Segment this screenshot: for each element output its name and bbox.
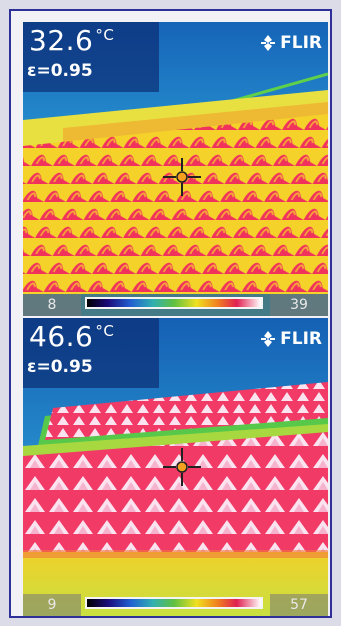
color-scale-bar xyxy=(85,297,263,309)
temperature-value: 32.6 xyxy=(29,24,94,57)
thermal-image-1: 32.6 °C ε=0.95 FLIR 8 39 xyxy=(23,22,328,316)
scale-min: 9 xyxy=(23,594,81,616)
crosshair-icon xyxy=(163,448,201,486)
color-scale-bar xyxy=(85,597,263,609)
temperature-unit: °C xyxy=(95,322,115,340)
flir-logo-icon xyxy=(261,331,276,347)
scale-min: 8 xyxy=(23,294,81,316)
flir-logo-icon xyxy=(261,35,276,51)
brand-name: FLIR xyxy=(280,33,322,53)
spot-temperature: 46.6 °C xyxy=(29,320,114,354)
crosshair-icon xyxy=(163,158,201,196)
measurement-overlay xyxy=(23,318,159,388)
thermal-image-2: 46.6 °C ε=0.95 FLIR 9 57 xyxy=(23,318,328,616)
brand-name: FLIR xyxy=(280,329,322,349)
scale-max: 57 xyxy=(270,594,328,616)
emissivity-label: ε=0.95 xyxy=(27,357,93,377)
temperature-scale: 8 39 xyxy=(23,294,328,316)
scale-max: 39 xyxy=(270,294,328,316)
temperature-value: 46.6 xyxy=(29,320,94,353)
temperature-unit: °C xyxy=(95,26,115,44)
measurement-overlay xyxy=(23,22,159,92)
emissivity-label: ε=0.95 xyxy=(27,61,93,81)
temperature-scale: 9 57 xyxy=(23,594,328,616)
flir-logo: FLIR xyxy=(259,328,322,350)
spot-temperature: 32.6 °C xyxy=(29,24,114,58)
flir-logo: FLIR xyxy=(259,32,322,54)
